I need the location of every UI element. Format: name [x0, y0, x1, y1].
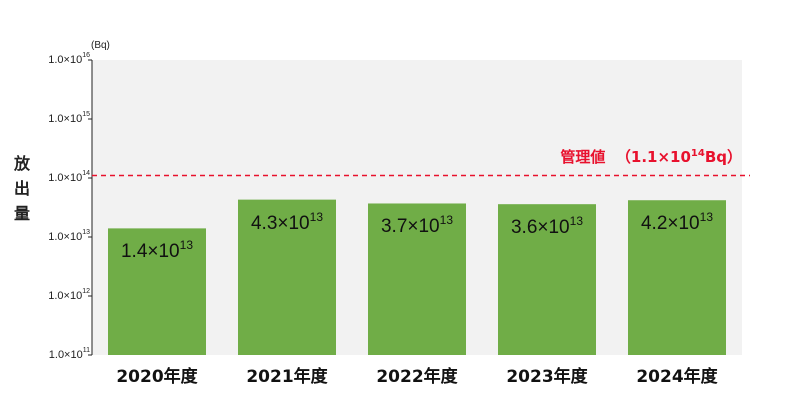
x-category-label: 2023年度 — [506, 367, 588, 387]
bar — [238, 199, 336, 355]
data-label-base: 4.2×10 — [640, 213, 700, 235]
data-label-base: 3.7×10 — [380, 216, 440, 238]
y-tick-label-base: 1.0×10 — [48, 113, 83, 125]
data-label: 4.3×1013 — [222, 210, 352, 235]
y-tick-label: 1.0×1013 — [30, 229, 90, 243]
data-label-exp: 13 — [309, 209, 323, 224]
data-label-base: 1.4×10 — [120, 241, 180, 263]
x-category-label: 2021年度 — [246, 367, 328, 387]
threshold-value-suffix: Bq） — [704, 148, 742, 166]
bar — [628, 200, 726, 355]
data-label: 3.6×1013 — [482, 214, 612, 239]
y-tick-label-base: 1.0×10 — [48, 290, 83, 302]
y-tick-label-exp: 12 — [82, 288, 90, 295]
y-axis-unit: (Bq) — [91, 40, 110, 51]
data-label: 3.7×1013 — [352, 213, 482, 238]
bar — [498, 204, 596, 355]
y-tick-label: 1.0×1014 — [30, 170, 90, 184]
threshold-value-base: （1.1×10 — [615, 148, 691, 166]
y-axis-label-char-2: 出 — [14, 179, 31, 198]
y-tick-label: 1.0×1016 — [30, 52, 90, 66]
y-tick-label-base: 1.0×10 — [48, 172, 83, 184]
data-label-exp: 13 — [439, 213, 453, 228]
y-tick-label: 1.0×1011 — [30, 347, 90, 361]
y-tick-label-exp: 14 — [82, 170, 90, 177]
data-label-base: 4.3×10 — [250, 212, 310, 234]
bar — [368, 203, 466, 355]
x-category-label: 2022年度 — [376, 367, 458, 387]
y-tick-label-exp: 16 — [82, 52, 90, 59]
threshold-label: 管理値 （1.1×1014Bq） — [560, 146, 742, 167]
y-tick-label-base: 1.0×10 — [48, 231, 83, 243]
x-category-label: 2020年度 — [116, 367, 198, 387]
threshold-value-exp: 14 — [690, 148, 705, 159]
data-label-exp: 13 — [569, 214, 583, 229]
y-tick-label-exp: 13 — [82, 229, 90, 236]
y-tick-label: 1.0×1012 — [30, 288, 90, 302]
x-category-label: 2024年度 — [636, 367, 718, 387]
threshold-label-text: 管理値 — [560, 148, 606, 166]
bar — [108, 228, 206, 355]
y-tick-label: 1.0×1015 — [30, 111, 90, 125]
y-axis-label-char-3: 量 — [14, 204, 31, 223]
data-label-exp: 13 — [699, 210, 713, 225]
data-label-base: 3.6×10 — [510, 217, 570, 239]
y-tick-label-base: 1.0×10 — [48, 54, 83, 66]
data-label: 1.4×1013 — [92, 238, 222, 263]
y-tick-label-exp: 11 — [82, 347, 90, 354]
data-label: 4.2×1013 — [612, 210, 742, 235]
y-tick-label-base: 1.0×10 — [48, 349, 83, 361]
y-axis-label-char-1: 放 — [14, 154, 31, 173]
y-tick-label-exp: 15 — [82, 111, 90, 118]
data-label-exp: 13 — [179, 238, 193, 253]
